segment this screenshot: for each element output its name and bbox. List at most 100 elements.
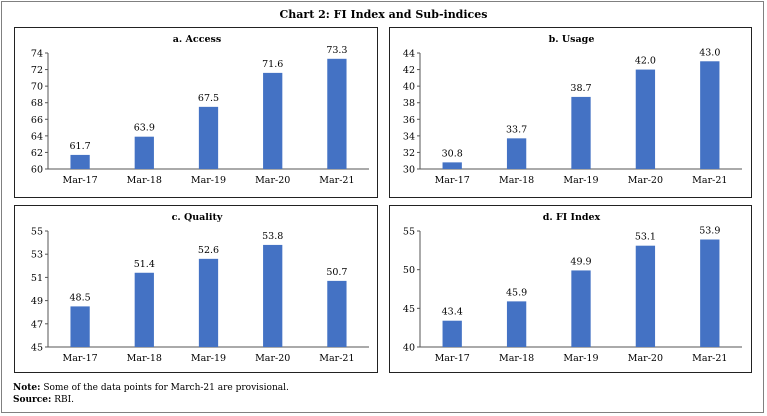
y-tick-label: 68 (31, 98, 43, 109)
x-tick-label: Mar-21 (319, 353, 354, 364)
footnote: Note: Some of the data points for March-… (13, 382, 289, 406)
chart-title: a. Access (173, 34, 221, 45)
y-tick-label: 50 (403, 265, 415, 276)
source-text: RBI. (54, 395, 75, 405)
y-tick-label: 32 (403, 148, 415, 159)
data-label: 43.4 (442, 307, 463, 318)
y-tick-label: 42 (403, 65, 415, 76)
x-tick-label: Mar-21 (319, 175, 354, 186)
panel-fi-index: d. FI Index 40 45 50 55 43.4 Mar-17 45.9 Mar-18 4… (389, 205, 752, 373)
x-tick-label: Mar-17 (435, 175, 470, 186)
bar (198, 106, 219, 169)
panel-quality: c. Quality 45 47 49 51 53 55 48.5 Mar-17 51.4 Mar-… (14, 205, 378, 373)
chart-svg: a. Access 60 62 64 66 68 70 72 74 61.7 Mar-17 63.9 M… (31, 34, 369, 186)
x-tick-label: Mar-17 (62, 353, 97, 364)
chart-svg: b. Usage 30 32 34 36 38 40 42 44 30.8 Mar-17 33.7 Ma… (403, 34, 742, 186)
x-tick-label: Mar-20 (255, 353, 290, 364)
x-tick-label: Mar-20 (255, 175, 290, 186)
bar (70, 154, 90, 169)
bar (506, 301, 527, 347)
data-label: 53.1 (635, 232, 656, 243)
panel-usage: b. Usage 30 32 34 36 38 40 42 44 30.8 Mar-17 33.7 Ma… (389, 27, 752, 198)
note-text: Some of the data points for March-21 are… (43, 383, 289, 393)
y-tick-label: 70 (31, 82, 43, 93)
bar (442, 320, 462, 347)
data-label: 48.5 (70, 292, 91, 303)
bar (198, 258, 219, 347)
data-label: 50.7 (326, 267, 347, 278)
x-tick-label: Mar-20 (628, 353, 663, 364)
data-label: 53.8 (262, 231, 283, 242)
y-tick-label: 60 (31, 165, 43, 176)
y-tick-label: 47 (31, 319, 43, 330)
bar (263, 244, 283, 347)
bar (635, 69, 656, 169)
y-tick-label: 40 (403, 82, 415, 93)
bar (442, 162, 462, 169)
y-tick-label: 49 (31, 296, 43, 307)
data-label: 33.7 (506, 124, 527, 135)
data-label: 71.6 (262, 59, 283, 70)
x-tick-label: Mar-18 (127, 353, 162, 364)
y-tick-label: 36 (403, 115, 415, 126)
chart-title: b. Usage (549, 34, 595, 45)
source-line: Source: RBI. (13, 394, 289, 406)
bar (571, 270, 591, 347)
source-label: Source: (13, 395, 52, 405)
y-tick-label: 64 (31, 131, 43, 142)
y-tick-label: 55 (403, 227, 415, 238)
data-label: 53.9 (699, 226, 720, 237)
y-tick-label: 34 (403, 131, 415, 142)
chart-title: d. FI Index (543, 212, 601, 223)
data-label: 52.6 (198, 245, 219, 256)
chart-svg: d. FI Index 40 45 50 55 43.4 Mar-17 45.9 Mar-18 4… (403, 212, 742, 364)
x-tick-label: Mar-19 (191, 175, 226, 186)
x-tick-label: Mar-20 (628, 175, 663, 186)
y-tick-label: 40 (403, 343, 415, 354)
bar (635, 245, 656, 347)
x-tick-label: Mar-17 (62, 175, 97, 186)
bar (70, 306, 90, 347)
x-tick-label: Mar-19 (563, 175, 598, 186)
y-tick-label: 66 (31, 115, 43, 126)
data-label: 38.7 (570, 83, 591, 94)
figure-title: Chart 2: FI Index and Sub-indices (279, 8, 488, 21)
y-tick-label: 44 (403, 49, 415, 60)
x-tick-label: Mar-18 (499, 175, 534, 186)
chart-svg: c. Quality 45 47 49 51 53 55 48.5 Mar-17 51.4 Mar-… (31, 212, 369, 364)
data-label: 73.3 (326, 45, 347, 56)
data-label: 49.9 (570, 256, 591, 267)
data-label: 43.0 (699, 47, 720, 58)
x-tick-label: Mar-17 (435, 353, 470, 364)
data-label: 63.9 (134, 123, 155, 134)
x-tick-label: Mar-19 (563, 353, 598, 364)
data-label: 30.8 (442, 148, 463, 159)
y-tick-label: 74 (31, 49, 43, 60)
bar (134, 272, 154, 347)
y-tick-label: 51 (31, 273, 43, 284)
x-tick-label: Mar-21 (692, 175, 727, 186)
y-tick-label: 38 (403, 98, 415, 109)
x-tick-label: Mar-18 (127, 175, 162, 186)
x-tick-label: Mar-18 (499, 353, 534, 364)
bar (263, 72, 283, 169)
bar (700, 239, 720, 347)
y-tick-label: 30 (403, 165, 415, 176)
data-label: 42.0 (635, 56, 656, 67)
data-label: 67.5 (198, 93, 219, 104)
bar (506, 138, 527, 169)
chart-title: c. Quality (172, 212, 223, 223)
note-label: Note: (13, 383, 41, 393)
panel-access: a. Access 60 62 64 66 68 70 72 74 61.7 Mar-17 63.9 M… (14, 27, 378, 198)
y-tick-label: 45 (403, 304, 415, 315)
bar (327, 280, 347, 347)
y-tick-label: 72 (31, 65, 43, 76)
data-label: 51.4 (134, 259, 155, 270)
bar (327, 58, 347, 169)
data-label: 61.7 (70, 141, 91, 152)
bar (134, 136, 154, 169)
y-tick-label: 45 (31, 343, 43, 354)
note-line: Note: Some of the data points for March-… (13, 382, 289, 394)
x-tick-label: Mar-21 (692, 353, 727, 364)
